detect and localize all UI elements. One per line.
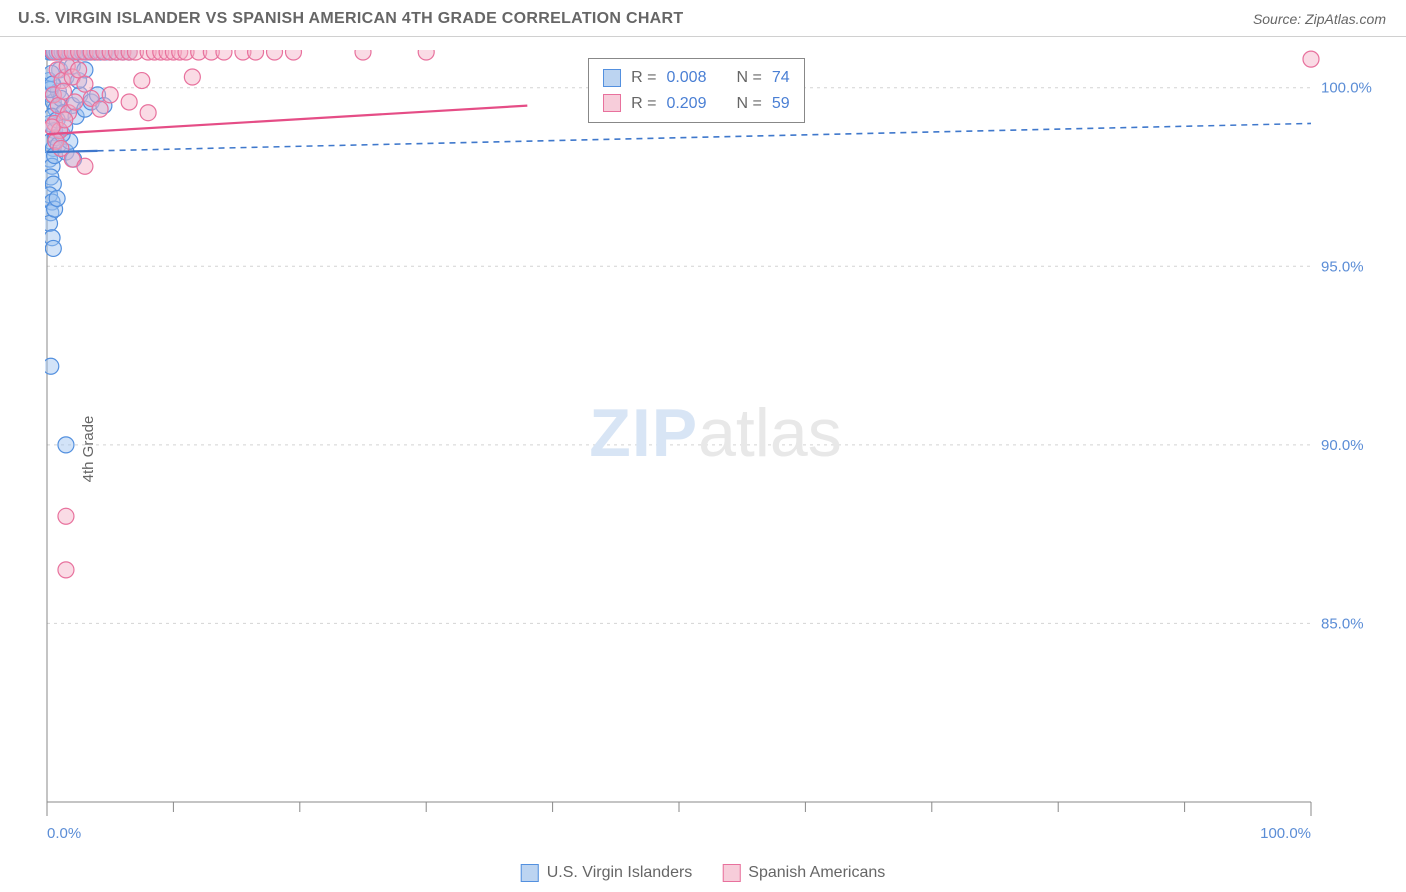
svg-text:100.0%: 100.0% <box>1260 825 1311 842</box>
legend-series-item: Spanish Americans <box>722 864 885 882</box>
chart-title: U.S. VIRGIN ISLANDER VS SPANISH AMERICAN… <box>18 10 683 28</box>
svg-text:85.0%: 85.0% <box>1321 615 1364 632</box>
legend-series-label: Spanish Americans <box>748 864 885 882</box>
n-label: N = <box>736 65 761 91</box>
chart-area: 4th Grade 0.0%100.0%85.0%90.0%95.0%100.0… <box>45 50 1386 847</box>
svg-text:95.0%: 95.0% <box>1321 258 1364 275</box>
svg-text:100.0%: 100.0% <box>1321 80 1372 97</box>
r-value: 0.209 <box>666 91 706 117</box>
n-label: N = <box>736 91 761 117</box>
legend-swatch <box>603 94 621 112</box>
legend-swatch <box>722 864 740 882</box>
legend-series-label: U.S. Virgin Islanders <box>547 864 693 882</box>
legend-stat-row: R = 0.008 N = 74 <box>603 65 790 91</box>
chart-header: U.S. VIRGIN ISLANDER VS SPANISH AMERICAN… <box>0 0 1406 37</box>
svg-text:0.0%: 0.0% <box>47 825 81 842</box>
legend-swatch <box>521 864 539 882</box>
chart-source: Source: ZipAtlas.com <box>1253 11 1386 27</box>
legend-series-item: U.S. Virgin Islanders <box>521 864 693 882</box>
legend-swatch <box>603 69 621 87</box>
n-value: 59 <box>772 91 790 117</box>
scatter-plot: 0.0% 100.0% 85.0% 90.0% 95.0% 100.0% <box>45 50 1386 847</box>
legend-stat-row: R = 0.209 N = 59 <box>603 91 790 117</box>
r-value: 0.008 <box>666 65 706 91</box>
r-label: R = <box>631 91 656 117</box>
series-legend: U.S. Virgin Islanders Spanish Americans <box>521 864 886 882</box>
r-label: R = <box>631 65 656 91</box>
correlation-legend: R = 0.008 N = 74 R = 0.209 N = 59 <box>588 58 805 123</box>
n-value: 74 <box>772 65 790 91</box>
svg-text:90.0%: 90.0% <box>1321 437 1364 454</box>
